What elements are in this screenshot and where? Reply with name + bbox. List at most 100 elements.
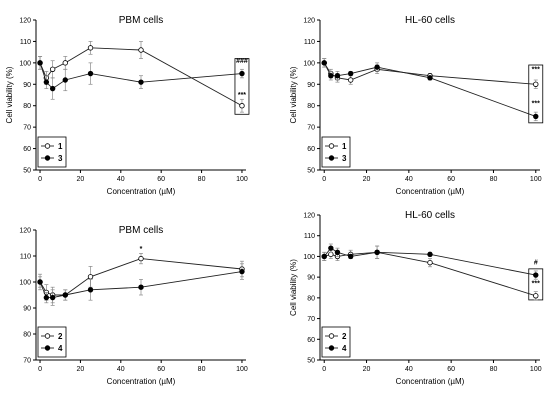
y-tick-label: 60 xyxy=(307,146,315,153)
chart-hl60-cells-1-3: HL-60 cells 50 60 70 80 90 100 110 120 0 20 40 60 80 1… xyxy=(289,15,544,196)
legend-marker xyxy=(44,155,51,161)
x-tick-label: 0 xyxy=(322,366,326,373)
y-tick-label: 110 xyxy=(20,39,31,46)
y-tick-label: 110 xyxy=(304,39,315,46)
series-3-point xyxy=(328,73,334,79)
series-3-line xyxy=(323,62,536,117)
x-tick-label: 60 xyxy=(447,366,455,373)
x-tick-label: 0 xyxy=(322,176,326,183)
legend-label: 1 xyxy=(58,142,63,151)
y-axis-label: Cell viability (%) xyxy=(289,259,298,316)
series-1-point xyxy=(87,45,94,51)
series-4-point xyxy=(87,287,94,293)
y-tick-label: 100 xyxy=(19,60,31,67)
series-3-point xyxy=(374,64,380,70)
series-4-point xyxy=(239,268,245,275)
y-tick-label: 90 xyxy=(307,275,315,282)
legend-marker xyxy=(44,143,51,149)
series-2-point xyxy=(427,259,433,266)
x-tick-label: 0 xyxy=(38,366,42,373)
x-tick-label: 80 xyxy=(490,366,498,373)
significance-annotation: ### xyxy=(236,58,248,65)
chart-pbm-cells-2-4: PBM cells 70 80 90 100 110 120 0 20 40 60 80 100 Conc… xyxy=(19,225,248,386)
y-tick-label: 50 xyxy=(307,358,315,365)
x-tick-label: 40 xyxy=(117,366,125,373)
series-4-point xyxy=(138,284,144,290)
chart-title: PBM cells xyxy=(119,225,163,236)
legend-label: 4 xyxy=(342,344,347,353)
x-tick-label: 20 xyxy=(363,176,371,183)
x-tick-label: 40 xyxy=(405,176,413,183)
y-tick-label: 90 xyxy=(307,82,315,89)
legend-marker xyxy=(328,155,335,161)
series-3-point xyxy=(321,60,327,66)
y-tick-label: 120 xyxy=(19,228,31,235)
legend-marker xyxy=(44,345,51,351)
x-tick-label: 20 xyxy=(77,176,85,183)
series-3-point xyxy=(239,70,245,77)
x-tick-label: 60 xyxy=(157,176,165,183)
x-tick-label: 80 xyxy=(198,366,206,373)
x-axis-label: Concentration (µM) xyxy=(396,377,465,386)
legend-marker xyxy=(328,333,335,339)
y-tick-label: 80 xyxy=(23,103,31,110)
legend-box xyxy=(37,326,67,358)
chart-title: HL-60 cells xyxy=(405,210,455,221)
series-2-point xyxy=(87,274,94,280)
x-axis-label: Concentration (µM) xyxy=(107,187,176,196)
y-tick-label: 50 xyxy=(307,168,315,175)
x-tick-label: 60 xyxy=(447,176,455,183)
y-tick-label: 90 xyxy=(23,82,31,89)
x-tick-label: 100 xyxy=(236,366,248,373)
series-3-point xyxy=(43,79,50,85)
series-3-point xyxy=(62,77,68,83)
y-tick-label: 120 xyxy=(303,213,315,220)
y-tick-label: 70 xyxy=(23,125,31,132)
series-4-point xyxy=(49,294,56,301)
series-2-point xyxy=(328,251,334,258)
significance-box xyxy=(234,58,250,115)
y-tick-label: 50 xyxy=(23,168,31,175)
series-3-point xyxy=(49,85,56,92)
y-tick-label: 70 xyxy=(23,358,31,365)
y-tick-label: 80 xyxy=(307,295,315,302)
y-tick-label: 70 xyxy=(307,125,315,132)
legend-marker xyxy=(328,143,335,149)
series-4-point xyxy=(321,253,327,260)
x-tick-label: 20 xyxy=(363,366,371,373)
x-tick-label: 60 xyxy=(157,366,165,373)
legend-marker xyxy=(44,333,51,339)
series-4-point xyxy=(37,279,43,285)
significance-annotation: * xyxy=(140,246,143,253)
x-tick-label: 80 xyxy=(198,176,206,183)
series-1-point xyxy=(138,47,144,53)
chart-title: PBM cells xyxy=(119,15,163,26)
chart-hl60-cells-2-4: HL-60 cells 50 60 70 80 90 100 110 120 0 20 40 60 80 1… xyxy=(289,210,544,386)
series-1-point xyxy=(533,81,539,87)
series-3-point xyxy=(37,60,43,66)
legend-label: 2 xyxy=(58,332,63,341)
legend-box xyxy=(37,136,67,168)
y-tick-label: 60 xyxy=(307,337,315,344)
x-tick-label: 100 xyxy=(236,176,248,183)
significance-annotation: # xyxy=(534,260,538,267)
y-tick-label: 100 xyxy=(303,60,315,67)
series-1-point xyxy=(347,77,354,83)
legend-label: 3 xyxy=(342,154,347,163)
series-4-point xyxy=(533,272,539,278)
series-3-point xyxy=(533,113,539,120)
series-3-point xyxy=(347,70,354,77)
legend-label: 2 xyxy=(342,332,347,341)
series-1-point xyxy=(62,60,68,66)
significance-box xyxy=(528,64,544,124)
series-3-point xyxy=(427,75,433,81)
significance-annotation: *** xyxy=(532,101,540,108)
y-tick-label: 110 xyxy=(20,254,31,261)
series-4-point xyxy=(62,292,68,298)
y-tick-label: 60 xyxy=(23,146,31,153)
series-2-point xyxy=(533,293,539,299)
legend-label: 4 xyxy=(58,344,63,353)
x-tick-label: 20 xyxy=(77,366,85,373)
y-tick-label: 100 xyxy=(303,254,315,261)
